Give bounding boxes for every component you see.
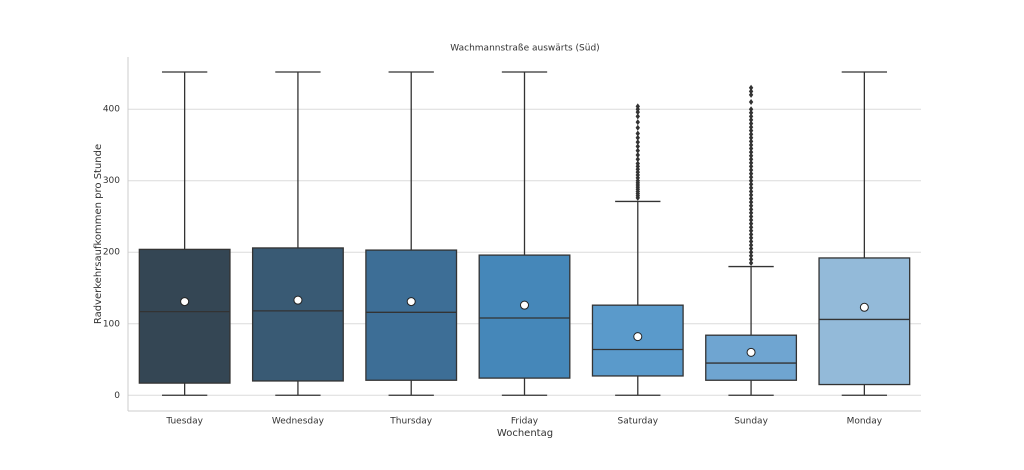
outlier <box>748 91 754 98</box>
mean-marker <box>746 347 756 357</box>
outlier <box>748 127 754 134</box>
outlier <box>748 163 754 170</box>
outlier <box>748 259 754 266</box>
outlier <box>748 217 754 224</box>
outlier <box>748 181 754 188</box>
mean-marker <box>633 332 643 342</box>
outlier <box>748 116 754 123</box>
outlier <box>748 141 754 148</box>
outlier <box>635 156 640 163</box>
outlier <box>748 166 754 173</box>
mean-marker <box>520 300 529 310</box>
outlier <box>748 231 754 238</box>
outlier <box>748 234 754 241</box>
outlier <box>748 134 754 141</box>
outlier <box>748 145 754 152</box>
outlier <box>748 252 754 259</box>
outlier <box>635 147 640 154</box>
x-tick-label: Tuesday <box>165 417 203 427</box>
x-tick-label: Friday <box>511 417 539 427</box>
outlier <box>748 131 754 138</box>
outlier <box>748 242 754 249</box>
y-tick-label: 300 <box>103 176 120 186</box>
outlier <box>635 113 640 120</box>
outlier <box>748 213 754 220</box>
outlier <box>748 106 754 113</box>
outlier <box>748 192 754 199</box>
mean-marker <box>180 297 190 307</box>
outlier <box>748 195 754 202</box>
outlier <box>635 134 640 141</box>
outlier <box>635 124 640 131</box>
outlier <box>635 151 640 158</box>
x-tick-label: Thursday <box>389 417 433 427</box>
outlier <box>748 199 754 206</box>
outlier <box>635 139 640 146</box>
x-tick-label: Monday <box>847 417 883 427</box>
box <box>478 254 571 379</box>
outlier <box>748 109 754 116</box>
outlier <box>748 206 754 213</box>
outlier <box>748 227 754 234</box>
outlier <box>748 238 754 245</box>
outlier <box>748 156 754 163</box>
y-tick-label: 100 <box>103 319 120 329</box>
outlier <box>748 224 754 231</box>
mean-marker <box>859 302 869 312</box>
box <box>138 248 231 384</box>
outlier <box>635 160 640 167</box>
outlier <box>748 88 754 95</box>
outlier <box>748 152 754 159</box>
mean-marker <box>406 297 416 307</box>
x-tick-label: Wednesday <box>272 417 325 427</box>
outlier <box>635 143 640 150</box>
outlier <box>748 159 754 166</box>
y-tick-label: 0 <box>114 391 120 401</box>
outlier <box>748 256 754 263</box>
outlier <box>748 184 754 191</box>
outlier <box>748 177 754 184</box>
outlier <box>748 124 754 131</box>
outlier <box>748 138 754 145</box>
outlier <box>748 113 754 120</box>
outlier <box>748 170 754 177</box>
outlier <box>748 84 754 91</box>
y-axis-label: Radverkehrsaufkommen pro Stunde <box>93 144 104 324</box>
outlier <box>748 188 754 195</box>
x-tick-label: Sunday <box>734 417 768 427</box>
box <box>251 247 344 382</box>
outlier <box>635 130 640 137</box>
outlier <box>635 103 640 110</box>
outlier <box>748 120 754 127</box>
box <box>365 249 458 381</box>
outlier <box>748 99 754 106</box>
y-tick-label: 400 <box>103 105 120 115</box>
outlier <box>748 249 754 256</box>
outlier <box>748 149 754 156</box>
box <box>705 334 798 381</box>
outlier <box>748 220 754 227</box>
y-tick-label: 200 <box>103 248 120 258</box>
outlier <box>748 245 754 252</box>
outlier <box>748 209 754 216</box>
x-tick-label: Saturday <box>618 417 659 427</box>
box <box>818 257 911 386</box>
outlier <box>635 119 640 126</box>
outlier <box>748 174 754 181</box>
mean-marker <box>293 295 303 305</box>
chart-title: Wachmannstraße auswärts (Süd) <box>450 44 599 54</box>
x-axis-label: Wochentag <box>497 428 553 439</box>
outlier <box>748 202 754 209</box>
